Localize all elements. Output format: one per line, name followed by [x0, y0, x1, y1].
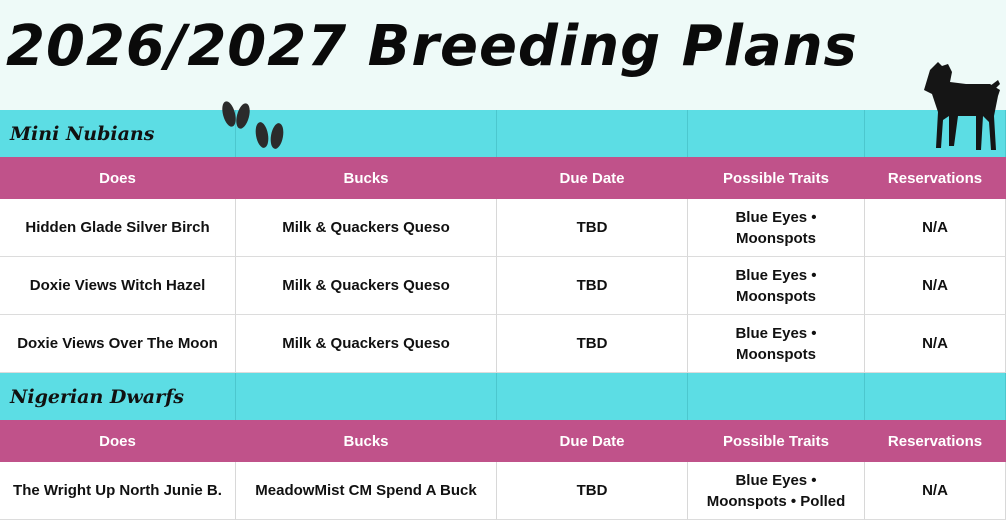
- section-cell: [497, 373, 688, 420]
- column-header: Does: [0, 420, 236, 462]
- table-cell: N/A: [865, 315, 1006, 373]
- section-cell: [688, 110, 865, 157]
- table-cell: MeadowMist CM Spend A Buck: [236, 462, 497, 520]
- breeding-table: Mini Nubians Does Bucks Due Date Possible Tr…: [0, 110, 1006, 520]
- page-title: 2026/2027 Breeding Plans: [6, 14, 858, 79]
- table-cell: Blue Eyes • Moonspots • Polled: [688, 462, 865, 520]
- table-cell: Milk & Quackers Queso: [236, 257, 497, 315]
- section-cell: [865, 373, 1006, 420]
- table-cell: Hidden Glade Silver Birch: [0, 199, 236, 257]
- table-cell: TBD: [497, 462, 688, 520]
- section-title: Mini Nubians: [0, 110, 236, 157]
- table-cell: Blue Eyes • Moonspots: [688, 315, 865, 373]
- table-cell: N/A: [865, 257, 1006, 315]
- table-cell: The Wright Up North Junie B.: [0, 462, 236, 520]
- section-cell: [865, 110, 1006, 157]
- data-row: Hidden Glade Silver Birch Milk & Quackers…: [0, 199, 1006, 257]
- table-cell: N/A: [865, 462, 1006, 520]
- column-header: Reservations: [865, 157, 1006, 199]
- section-cell: [236, 110, 497, 157]
- data-row: Doxie Views Witch Hazel Milk & Quackers Q…: [0, 257, 1006, 315]
- column-header: Due Date: [497, 420, 688, 462]
- column-header: Due Date: [497, 157, 688, 199]
- header-row: Does Bucks Due Date Possible Traits Reservat…: [0, 420, 1006, 462]
- table-cell: N/A: [865, 199, 1006, 257]
- section-cell: [236, 373, 497, 420]
- column-header: Possible Traits: [688, 157, 865, 199]
- table-cell: TBD: [497, 199, 688, 257]
- section-row: Mini Nubians: [0, 110, 1006, 157]
- column-header: Does: [0, 157, 236, 199]
- section-cell: [497, 110, 688, 157]
- table-cell: Blue Eyes • Moonspots: [688, 199, 865, 257]
- column-header: Bucks: [236, 157, 497, 199]
- header-row: Does Bucks Due Date Possible Traits Reservat…: [0, 157, 1006, 199]
- column-header: Possible Traits: [688, 420, 865, 462]
- table-cell: TBD: [497, 315, 688, 373]
- table-cell: TBD: [497, 257, 688, 315]
- section-cell: [688, 373, 865, 420]
- table-cell: Doxie Views Witch Hazel: [0, 257, 236, 315]
- table-cell: Doxie Views Over The Moon: [0, 315, 236, 373]
- data-row: Doxie Views Over The Moon Milk & Quackers…: [0, 315, 1006, 373]
- table-cell: Milk & Quackers Queso: [236, 315, 497, 373]
- table-cell: Milk & Quackers Queso: [236, 199, 497, 257]
- section-title: Nigerian Dwarfs: [0, 373, 236, 420]
- column-header: Reservations: [865, 420, 1006, 462]
- column-header: Bucks: [236, 420, 497, 462]
- title-banner: 2026/2027 Breeding Plans: [0, 0, 1006, 110]
- table-cell: Blue Eyes • Moonspots: [688, 257, 865, 315]
- section-row: Nigerian Dwarfs: [0, 373, 1006, 420]
- data-row: The Wright Up North Junie B. MeadowMist C…: [0, 462, 1006, 520]
